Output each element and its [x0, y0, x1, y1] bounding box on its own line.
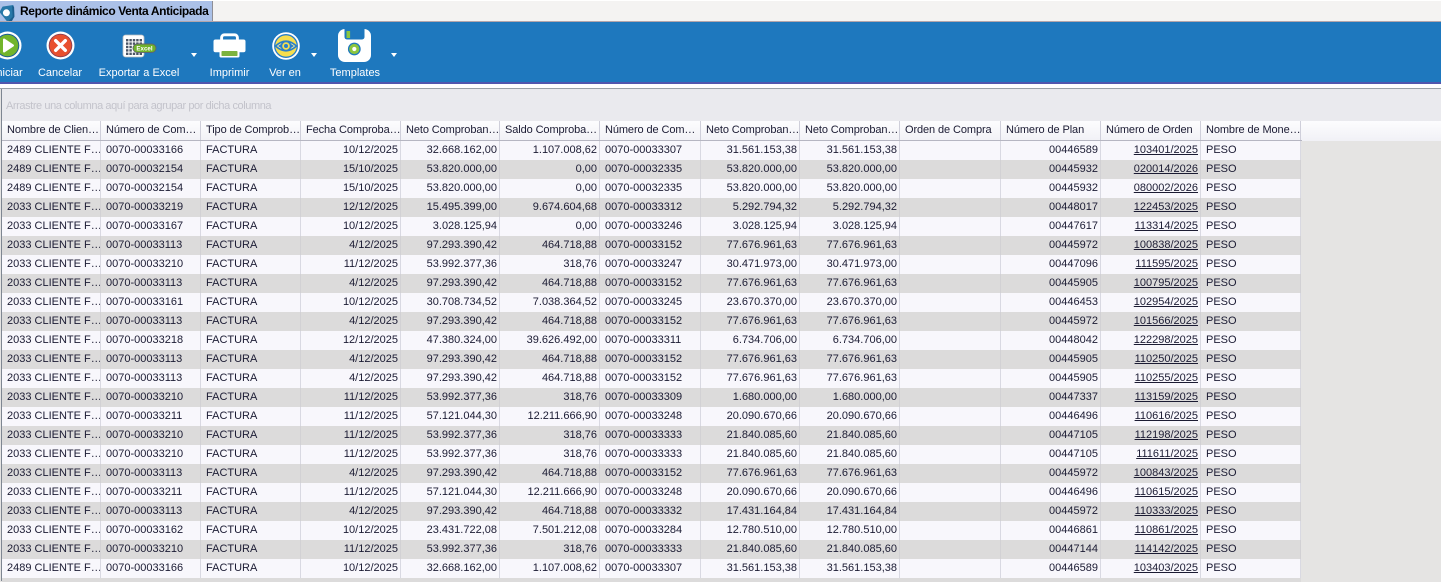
svg-text:Excel: Excel: [136, 46, 152, 53]
